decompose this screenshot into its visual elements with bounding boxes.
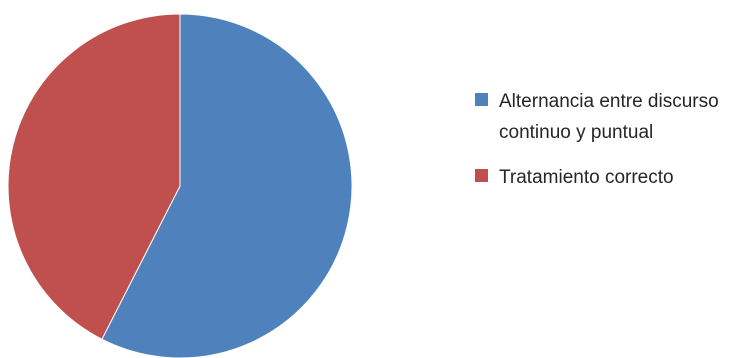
legend: Alternancia entre discurso continuo y pu… (475, 86, 725, 207)
pie-slices (7, 13, 353, 358)
legend-item-tratamiento: Tratamiento correcto (475, 162, 725, 193)
legend-label-tratamiento: Tratamiento correcto (499, 167, 674, 188)
legend-item-alternancia: Alternancia entre discurso continuo y pu… (475, 86, 725, 148)
legend-swatch-alternancia (475, 93, 488, 106)
legend-swatch-tratamiento (475, 169, 488, 182)
legend-label-alternancia: Alternancia entre discurso continuo y pu… (499, 91, 719, 143)
pie-slice-tratamiento (7, 13, 181, 340)
